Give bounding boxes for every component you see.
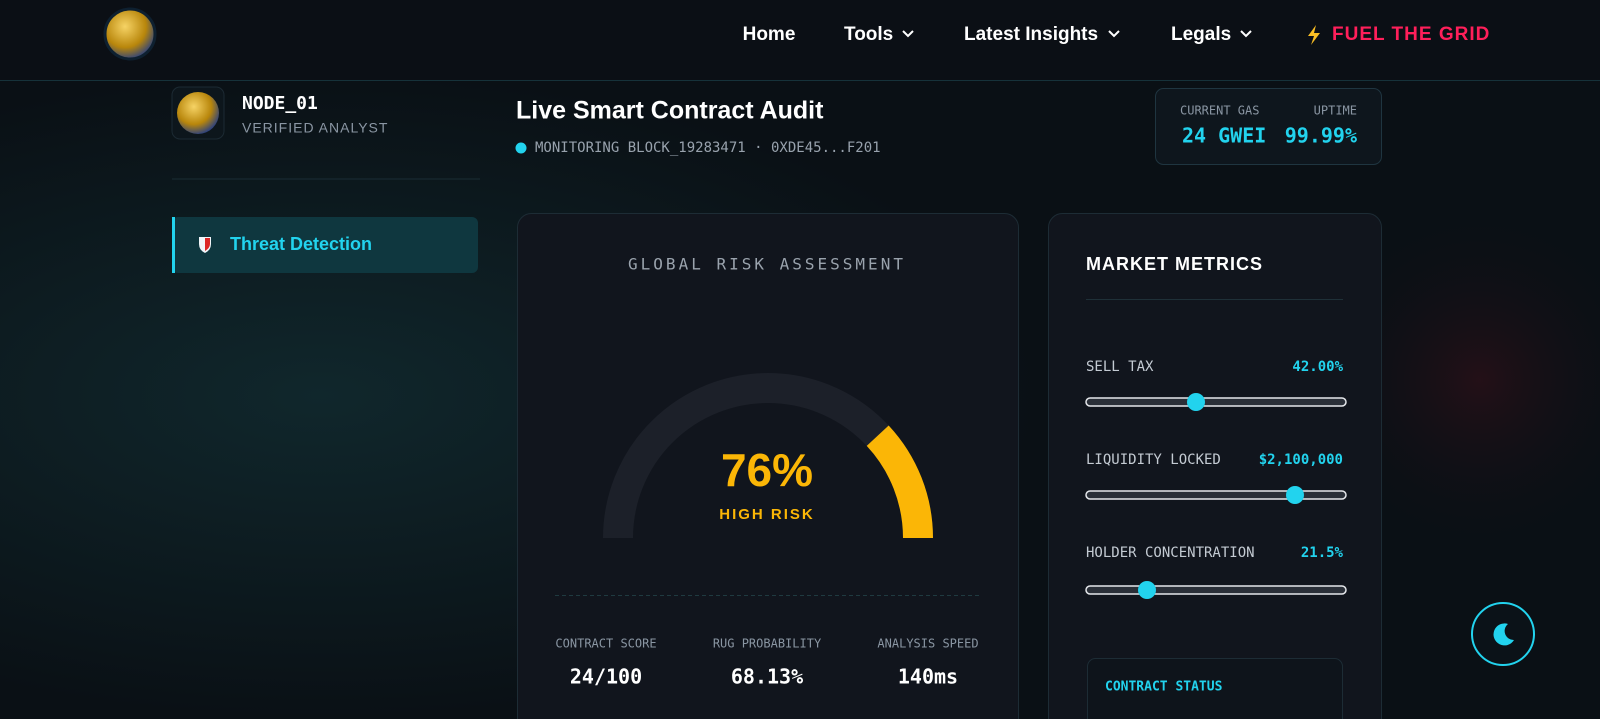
- risk-level: HIGH RISK: [719, 506, 815, 523]
- live-dot: [515, 142, 527, 154]
- gauge-fill: [866, 425, 933, 539]
- metric-label: SELL TAX: [1086, 359, 1154, 375]
- menu-item-bg[interactable]: [172, 217, 478, 273]
- metric-value: $2,100,000: [1259, 452, 1343, 468]
- user-name: NODE_01: [242, 93, 318, 114]
- metric-value: 42.00%: [1292, 359, 1343, 375]
- status-text: MONITORING BLOCK_19283471 · 0XDE45...F20…: [535, 140, 881, 156]
- shield-icon-part: [205, 238, 210, 251]
- nav-item[interactable]: Tools: [844, 24, 893, 45]
- stat-value: 24/100: [570, 665, 642, 689]
- stat-label: CURRENT GAS: [1180, 104, 1259, 118]
- stat-value: 24 GWEI: [1182, 124, 1266, 148]
- metric-label: LIQUIDITY LOCKED: [1086, 452, 1221, 468]
- metrics: SELL TAX 42.00% LIQUIDITY LOCKED $2,100,000…: [1085, 359, 1347, 599]
- metric-value: 21.5%: [1301, 545, 1344, 561]
- slider-thumb[interactable]: [1187, 393, 1205, 411]
- page-title: Live Smart Contract Audit: [516, 97, 824, 125]
- status-box: [1087, 658, 1343, 719]
- nav-item[interactable]: Home: [743, 24, 796, 45]
- navbar: [0, 0, 1600, 80]
- menu-item[interactable]: Threat Detection: [230, 234, 372, 254]
- status-title: CONTRACT STATUS: [1105, 680, 1223, 695]
- stat-value: 99.99%: [1285, 124, 1357, 148]
- card-title: GLOBAL RISK ASSESSMENT: [628, 255, 906, 274]
- chevron: [1240, 30, 1252, 38]
- stat-label: ANALYSIS SPEED: [877, 637, 978, 651]
- card-title: MARKET METRICS: [1086, 254, 1263, 274]
- avatar: [177, 92, 219, 134]
- bolt-icon: [1308, 25, 1320, 45]
- nav-item[interactable]: Legals: [1171, 24, 1231, 45]
- risk-score: 76%: [721, 444, 813, 496]
- slider-track[interactable]: [1085, 397, 1347, 407]
- stat-label: RUG PROBABILITY: [713, 637, 822, 651]
- user-role: VERIFIED ANALYST: [242, 120, 388, 136]
- logo[interactable]: [103, 7, 157, 61]
- stats-box: [1155, 88, 1382, 165]
- nav-item[interactable]: Latest Insights: [964, 24, 1098, 45]
- stat-value: 140ms: [898, 665, 958, 689]
- risk-card: [517, 213, 1019, 719]
- menu-active-bar: [172, 217, 175, 273]
- slider-thumb[interactable]: [1286, 486, 1304, 504]
- chevron: [902, 30, 914, 38]
- slider-track[interactable]: [1085, 585, 1347, 595]
- metric-label: HOLDER CONCENTRATION: [1086, 545, 1255, 561]
- slider-thumb[interactable]: [1138, 581, 1156, 599]
- slider-track[interactable]: [1085, 490, 1347, 500]
- cta-link[interactable]: FUEL THE GRID: [1332, 24, 1490, 45]
- stat-label: CONTRACT SCORE: [555, 637, 656, 651]
- moon-icon: [1493, 623, 1514, 646]
- stat-value: 68.13%: [731, 665, 803, 689]
- stat-label: UPTIME: [1314, 104, 1357, 118]
- chevron: [1108, 30, 1120, 38]
